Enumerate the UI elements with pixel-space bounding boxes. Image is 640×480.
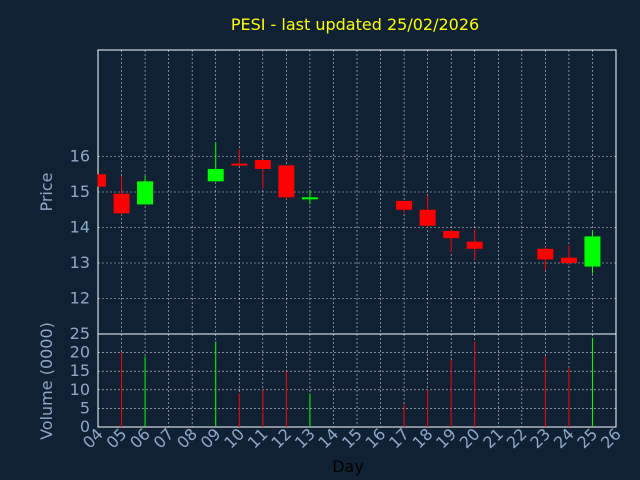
price-panel: 12 13 14 15 16 xyxy=(70,49,617,335)
volume-tick-label: 0 xyxy=(80,417,90,436)
candle-body xyxy=(419,209,436,226)
volume-panel-frame xyxy=(97,333,617,428)
candle-body xyxy=(113,193,130,214)
candle-body xyxy=(278,165,295,198)
price-tick-label: 15 xyxy=(70,182,90,201)
volume-tick-label: 20 xyxy=(70,343,90,362)
chart-title: PESI - last updated 25/02/2026 xyxy=(231,15,479,34)
x-axis: 0405060708091011121314151617181920212223… xyxy=(79,424,625,452)
x-axis-label: Day xyxy=(332,457,364,476)
candle-body xyxy=(254,160,271,169)
candle-body xyxy=(301,197,318,200)
candle-body xyxy=(98,174,106,187)
candle-body xyxy=(560,257,577,263)
price-axis-label: Price xyxy=(37,172,56,211)
candle-body xyxy=(443,231,460,239)
volume-tick-label: 5 xyxy=(80,398,90,417)
price-tick-label: 14 xyxy=(70,218,90,237)
candle-body xyxy=(466,241,483,249)
candle-body xyxy=(537,248,554,260)
price-tick-label: 12 xyxy=(70,289,90,308)
candle-body xyxy=(396,200,413,210)
volume-axis-label: Volume (0000) xyxy=(37,322,56,440)
price-tick-label: 16 xyxy=(70,147,90,166)
volume-tick-label: 10 xyxy=(70,380,90,399)
x-tick-label: 26 xyxy=(597,424,625,452)
price-tick-label: 13 xyxy=(70,253,90,272)
candle-body xyxy=(584,236,601,267)
volume-tick-label: 25 xyxy=(70,324,90,343)
candle-body xyxy=(231,163,248,166)
candle-body xyxy=(207,168,224,182)
candle-body xyxy=(137,181,154,205)
volume-tick-label: 15 xyxy=(70,361,90,380)
